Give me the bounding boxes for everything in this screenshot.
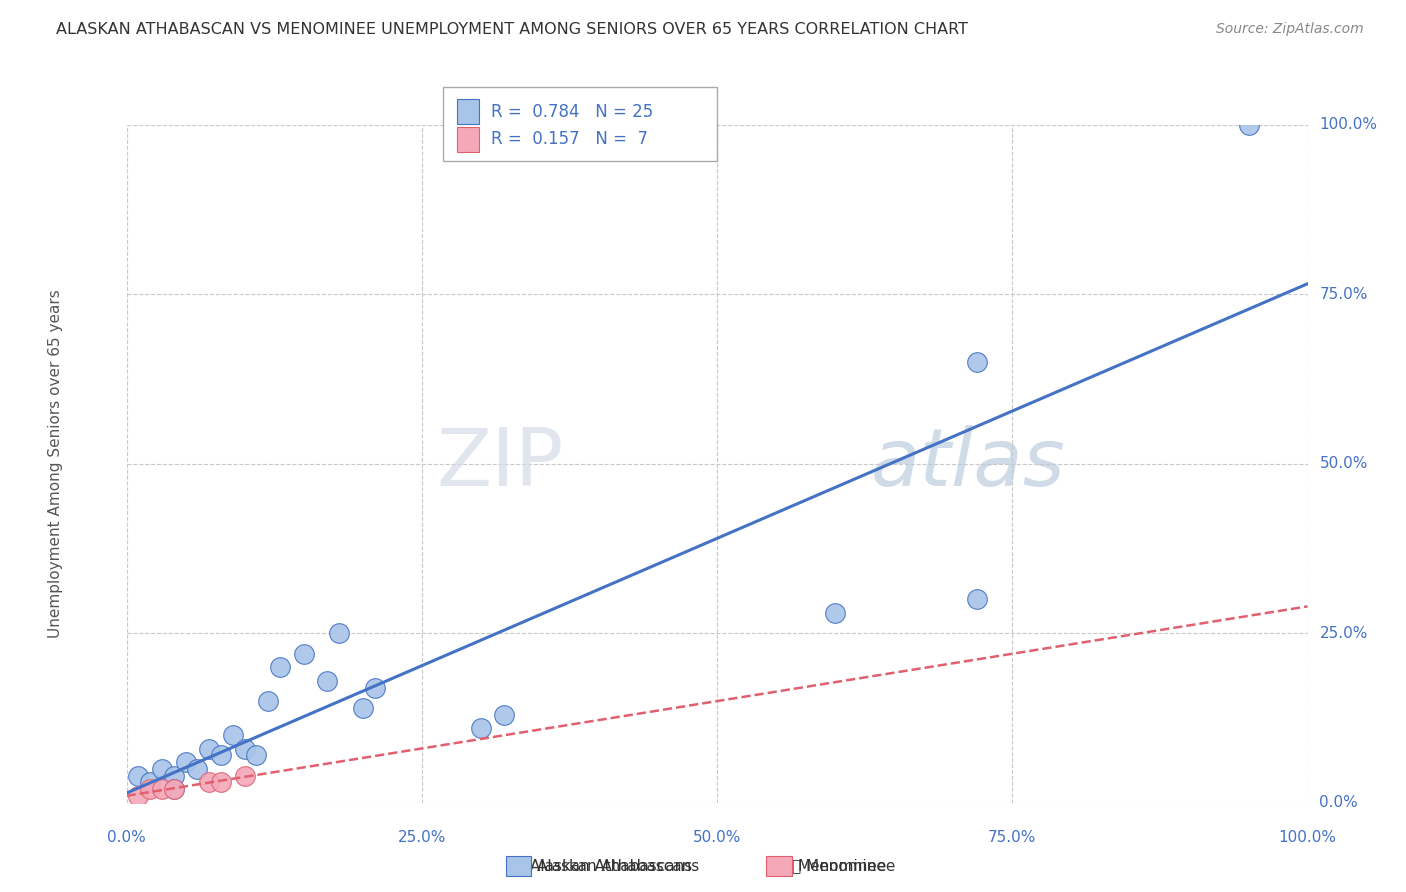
- Point: [163, 782, 186, 797]
- Point: [363, 681, 385, 695]
- Text: ZIP: ZIP: [436, 425, 564, 503]
- Point: [163, 769, 186, 783]
- Point: [198, 741, 221, 756]
- Point: [139, 782, 162, 797]
- Point: [966, 592, 988, 607]
- Text: 50.0%: 50.0%: [1319, 457, 1368, 471]
- Text: ALASKAN ATHABASCAN VS MENOMINEE UNEMPLOYMENT AMONG SENIORS OVER 65 YEARS CORRELA: ALASKAN ATHABASCAN VS MENOMINEE UNEMPLOY…: [56, 22, 969, 37]
- Point: [269, 660, 291, 674]
- Point: [186, 762, 208, 776]
- Text: R =  0.784   N = 25: R = 0.784 N = 25: [491, 103, 652, 120]
- Point: [352, 701, 374, 715]
- Point: [127, 769, 149, 783]
- Point: [150, 762, 173, 776]
- Point: [209, 775, 232, 789]
- Point: [209, 748, 232, 763]
- Point: [292, 647, 315, 661]
- Text: 25.0%: 25.0%: [398, 830, 446, 845]
- Point: [824, 606, 846, 620]
- Point: [139, 775, 162, 789]
- Point: [1237, 118, 1260, 132]
- Text: Menominee: Menominee: [797, 859, 887, 873]
- Text: ⬜ Alaskan Athabascans: ⬜ Alaskan Athabascans: [516, 858, 693, 872]
- Text: atlas: atlas: [870, 425, 1066, 503]
- Text: 0.0%: 0.0%: [1319, 796, 1358, 810]
- Point: [966, 355, 988, 369]
- Text: Unemployment Among Seniors over 65 years: Unemployment Among Seniors over 65 years: [48, 290, 63, 638]
- Point: [198, 775, 221, 789]
- Text: 75.0%: 75.0%: [1319, 287, 1368, 301]
- Point: [245, 748, 267, 763]
- Text: R =  0.157   N =  7: R = 0.157 N = 7: [491, 130, 648, 148]
- Point: [316, 673, 339, 688]
- Point: [328, 626, 350, 640]
- Point: [163, 782, 186, 797]
- Point: [494, 707, 516, 722]
- Text: 0.0%: 0.0%: [107, 830, 146, 845]
- Text: Source: ZipAtlas.com: Source: ZipAtlas.com: [1216, 22, 1364, 37]
- Point: [127, 789, 149, 803]
- Point: [222, 728, 245, 742]
- Text: 50.0%: 50.0%: [693, 830, 741, 845]
- Text: Alaskan Athabascans: Alaskan Athabascans: [537, 859, 699, 873]
- Text: 100.0%: 100.0%: [1319, 118, 1378, 132]
- Text: 100.0%: 100.0%: [1278, 830, 1337, 845]
- Point: [150, 782, 173, 797]
- Text: 25.0%: 25.0%: [1319, 626, 1368, 640]
- Point: [174, 755, 197, 769]
- Point: [470, 721, 492, 735]
- Point: [233, 741, 256, 756]
- Text: 75.0%: 75.0%: [988, 830, 1036, 845]
- Point: [233, 769, 256, 783]
- Point: [257, 694, 280, 708]
- Text: ⬜ Menominee: ⬜ Menominee: [792, 858, 896, 872]
